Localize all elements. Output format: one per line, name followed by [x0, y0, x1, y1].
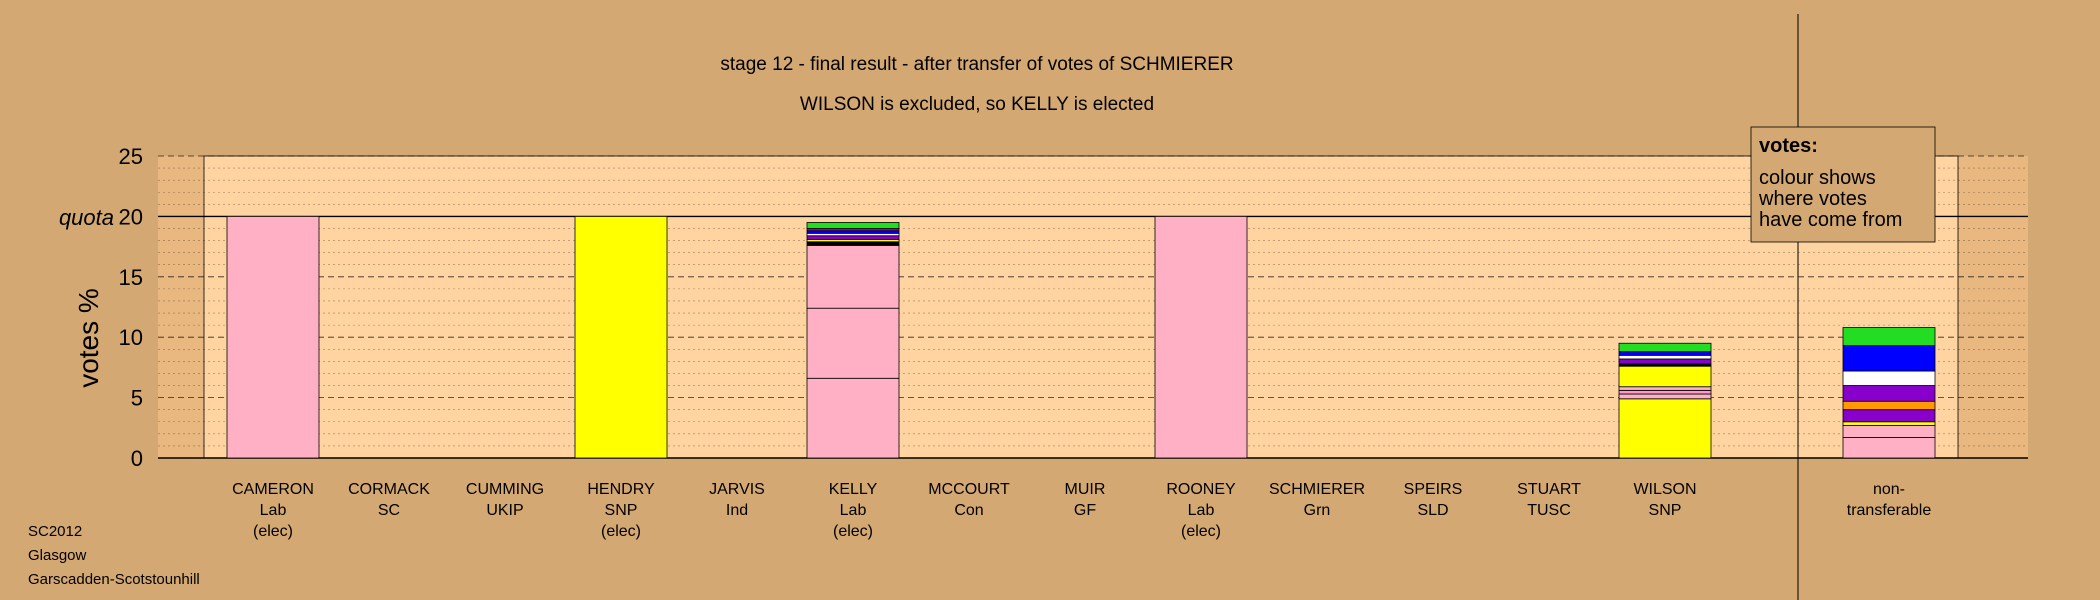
- bar-segment: [806, 235, 900, 240]
- bar-segment: [1842, 385, 1936, 402]
- bar-wilson: [1618, 342, 1712, 459]
- candidate-name: CUMMING: [466, 481, 544, 498]
- bar-segment: [806, 377, 900, 459]
- y-tick-label: 5: [131, 386, 143, 411]
- candidate-party: Lab: [260, 502, 287, 519]
- bars: [226, 215, 1936, 459]
- bar-segment: [1618, 354, 1712, 360]
- candidate-name: SCHMIERER: [1269, 481, 1365, 498]
- bar-kelly: [806, 222, 900, 459]
- bar-segment: [806, 244, 900, 309]
- candidate-name: MUIR: [1065, 481, 1106, 498]
- bar-segment: [1842, 424, 1936, 438]
- candidate-name: CAMERON: [232, 481, 314, 498]
- non-transferable-label: transferable: [1847, 502, 1932, 519]
- non-transferable-label: non-: [1873, 481, 1905, 498]
- bar-segment: [1842, 437, 1936, 459]
- legend-line: colour shows: [1759, 167, 1876, 189]
- legend-box: votes: colour shows where votes have com…: [1750, 126, 1936, 243]
- bar-segment: [1154, 215, 1248, 459]
- candidate-name: SPEIRS: [1404, 481, 1463, 498]
- y-axis: 0 5 10 15 20 25: [119, 144, 143, 471]
- y-tick-label: 10: [119, 325, 143, 350]
- candidate-name: ROONEY: [1166, 481, 1236, 498]
- candidate-party: Lab: [840, 502, 867, 519]
- candidate-name: KELLY: [829, 481, 878, 498]
- bar-segment: [1842, 327, 1936, 347]
- candidate-name: MCCOURT: [928, 481, 1010, 498]
- chart-subtitle: WILSON is excluded, so KELLY is elected: [800, 94, 1154, 115]
- footer-ward: Garscadden-Scotstounhill: [28, 571, 200, 588]
- y-tick-label: 15: [119, 265, 143, 290]
- bar-segment: [574, 215, 668, 459]
- y-tick-label: 25: [119, 144, 143, 169]
- quota-label: quota: [59, 205, 114, 230]
- bar-segment: [806, 222, 900, 229]
- candidate-party: SNP: [1649, 502, 1682, 519]
- bar-segment: [806, 241, 900, 246]
- footer-code: SC2012: [28, 523, 82, 540]
- candidate-name: CORMACK: [348, 481, 430, 498]
- bar-segment: [1618, 386, 1712, 391]
- footer-city: Glasgow: [28, 547, 87, 564]
- bar-segment: [1618, 389, 1712, 395]
- candidate-party: TUSC: [1527, 502, 1571, 519]
- bar-segment: [1842, 370, 1936, 386]
- candidate-status: (elec): [601, 523, 641, 540]
- y-tick-label: 20: [119, 204, 143, 229]
- bar-segment: [1842, 409, 1936, 423]
- bar-segment: [806, 307, 900, 379]
- bar-hendry: [574, 215, 668, 459]
- bar-segment: [1618, 351, 1712, 356]
- bar-segment: [1842, 421, 1936, 426]
- candidate-party: SLD: [1417, 502, 1448, 519]
- candidate-party: SNP: [605, 502, 638, 519]
- candidate-name: HENDRY: [587, 481, 655, 498]
- bar-segment: [1618, 358, 1712, 365]
- candidate-party: Ind: [726, 502, 748, 519]
- bar-segment: [1618, 398, 1712, 459]
- bar-cameron: [226, 215, 320, 459]
- x-axis-labels: CAMERON Lab (elec) CORMACK SC CUMMING UKIP HEND…: [232, 481, 1931, 540]
- candidate-party: Lab: [1188, 502, 1215, 519]
- bar-segment: [1618, 393, 1712, 400]
- candidate-party: Grn: [1304, 502, 1331, 519]
- candidate-party: GF: [1074, 502, 1096, 519]
- gridlines: [158, 155, 2028, 459]
- bar-segment: [1618, 342, 1712, 353]
- candidate-name: WILSON: [1633, 481, 1696, 498]
- candidate-party: SC: [378, 502, 400, 519]
- candidate-status: (elec): [1181, 523, 1221, 540]
- bar-segment: [1618, 365, 1712, 388]
- y-axis-label: votes %: [73, 288, 104, 388]
- chart-title: stage 12 - final result - after transfer…: [720, 54, 1233, 75]
- candidate-status: (elec): [833, 523, 873, 540]
- bar-rooney: [1154, 215, 1248, 459]
- legend-title: votes:: [1759, 135, 1818, 157]
- legend-line: have come from: [1759, 209, 1902, 231]
- candidate-party: UKIP: [486, 502, 523, 519]
- bar-segment: [226, 215, 320, 459]
- candidate-party: Con: [954, 502, 983, 519]
- bar-non-transferable: [1842, 327, 1936, 459]
- candidate-status: (elec): [253, 523, 293, 540]
- y-tick-label: 0: [131, 446, 143, 471]
- bar-segment: [1842, 400, 1936, 411]
- bar-segment: [1842, 345, 1936, 372]
- candidate-name: STUART: [1517, 481, 1581, 498]
- candidate-name: JARVIS: [709, 481, 765, 498]
- legend-line: where votes: [1758, 188, 1867, 210]
- legend-background: [1750, 126, 1936, 243]
